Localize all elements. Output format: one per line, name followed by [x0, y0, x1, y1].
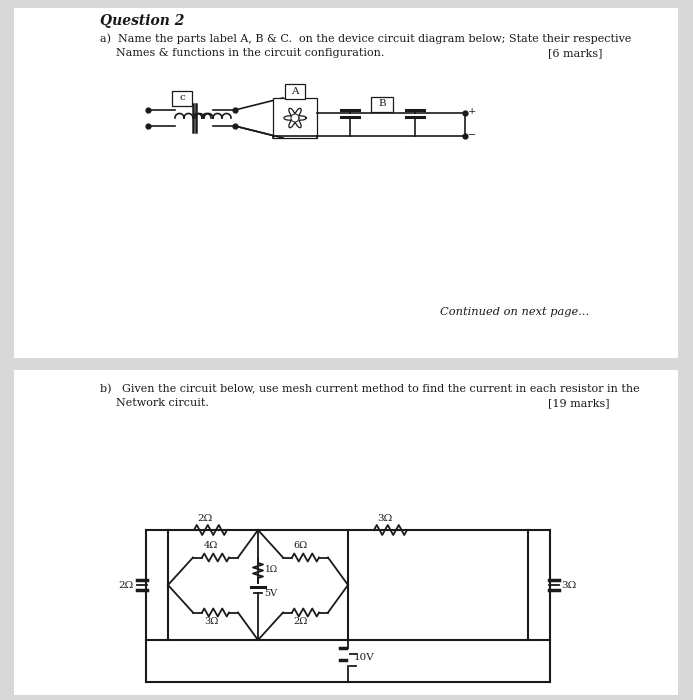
Text: Network circuit.: Network circuit.: [116, 398, 209, 408]
FancyBboxPatch shape: [371, 97, 393, 112]
Text: 10V: 10V: [354, 654, 375, 662]
FancyBboxPatch shape: [285, 84, 305, 99]
FancyBboxPatch shape: [172, 91, 192, 106]
Text: a)  Name the parts label A, B & C.  on the device circuit diagram below; State t: a) Name the parts label A, B & C. on the…: [100, 34, 631, 44]
Text: 2Ω: 2Ω: [118, 580, 133, 589]
Text: b)   Given the circuit below, use mesh current method to find the current in eac: b) Given the circuit below, use mesh cur…: [100, 384, 640, 394]
Text: A: A: [291, 87, 299, 95]
Text: [19 marks]: [19 marks]: [548, 398, 610, 408]
Text: c: c: [179, 94, 185, 102]
Text: 2Ω: 2Ω: [198, 514, 213, 523]
Text: B: B: [378, 99, 386, 108]
Text: 3Ω: 3Ω: [561, 580, 577, 589]
Text: [6 marks]: [6 marks]: [548, 48, 602, 58]
Text: Continued on next page...: Continued on next page...: [440, 307, 589, 317]
Bar: [14, 8, 678, 358]
Text: Names & functions in the circuit configuration.: Names & functions in the circuit configu…: [116, 48, 385, 58]
Bar: [14, 370, 678, 695]
Text: 6Ω: 6Ω: [294, 542, 308, 550]
Text: +: +: [468, 107, 476, 116]
Text: Question 2: Question 2: [100, 14, 184, 28]
Text: 2Ω: 2Ω: [294, 617, 308, 626]
Text: 3Ω: 3Ω: [378, 514, 393, 523]
Bar: [273, 98, 317, 138]
Text: 4Ω: 4Ω: [204, 542, 218, 550]
Text: 1Ω: 1Ω: [265, 564, 278, 573]
Text: 5V: 5V: [264, 589, 277, 598]
Text: 3Ω: 3Ω: [204, 617, 218, 626]
Text: −: −: [468, 131, 476, 140]
